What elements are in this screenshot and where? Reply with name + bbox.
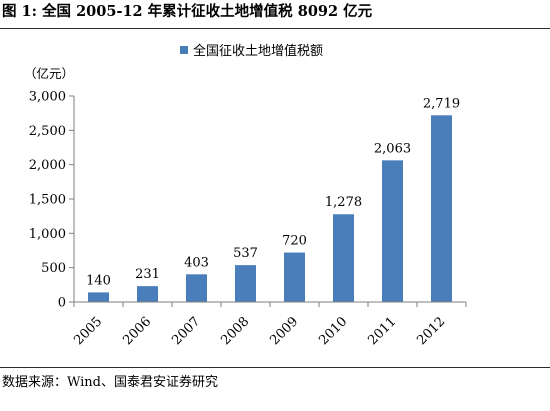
y-tick-label: 1,000 [29, 227, 66, 242]
y-tick-label: 1,500 [29, 193, 66, 208]
x-tick-label: 2007 [169, 314, 203, 348]
legend: 全国征收土地增值税额 [180, 43, 323, 59]
bar-2010 [333, 214, 354, 302]
bar-value-label: 537 [233, 246, 258, 261]
bar-value-label: 140 [86, 273, 111, 288]
bars [88, 115, 452, 302]
x-tick-label: 2005 [71, 314, 105, 348]
value-labels: 140 231 403 537 720 1,278 2,063 2,719 [86, 96, 460, 288]
bar-2006 [137, 286, 158, 302]
bar-2011 [382, 160, 403, 302]
bar-value-label: 720 [282, 234, 307, 249]
figure-title: 图 1: 全国 2005-12 年累计征收土地增值税 8092 亿元 [2, 3, 373, 20]
bar-2007 [186, 274, 207, 302]
y-tick-label: 3,000 [29, 90, 66, 105]
x-tick-label: 2009 [267, 314, 301, 348]
x-tick-label: 2011 [365, 314, 399, 348]
bar-2012 [431, 115, 452, 302]
bar-value-label: 403 [184, 255, 209, 270]
bottom-rule [0, 367, 550, 368]
x-tick-label: 2012 [414, 314, 448, 348]
legend-swatch [180, 46, 188, 54]
bar-2009 [284, 252, 305, 302]
x-tick-label: 2006 [120, 314, 154, 348]
y-axis-unit-label: （亿元） [24, 66, 74, 81]
y-axis: 0 500 1,000 1,500 2,000 2,500 3,000 [29, 90, 75, 311]
bar-2005 [88, 292, 109, 302]
source-note: 数据来源：Wind、国泰君安证券研究 [2, 375, 218, 390]
x-tick-label: 2008 [218, 314, 252, 348]
bar-2008 [235, 265, 256, 302]
top-rule [0, 28, 550, 29]
x-tick-label: 2010 [316, 314, 350, 348]
bar-value-label: 2,063 [374, 141, 411, 156]
y-tick-label: 500 [41, 261, 66, 276]
y-tick-label: 0 [58, 296, 66, 311]
bar-chart: 全国征收土地增值税额 （亿元） 0 500 1,000 1,500 2,000 2,500… [24, 43, 467, 348]
y-tick-label: 2,500 [29, 124, 66, 139]
bar-value-label: 231 [135, 267, 160, 282]
bar-value-label: 2,719 [423, 96, 460, 111]
legend-label: 全国征收土地增值税额 [193, 43, 323, 59]
bar-value-label: 1,278 [325, 195, 362, 210]
x-axis: 2005 2006 2007 2008 2009 2010 2011 2012 [71, 301, 467, 348]
y-tick-label: 2,000 [29, 158, 66, 173]
